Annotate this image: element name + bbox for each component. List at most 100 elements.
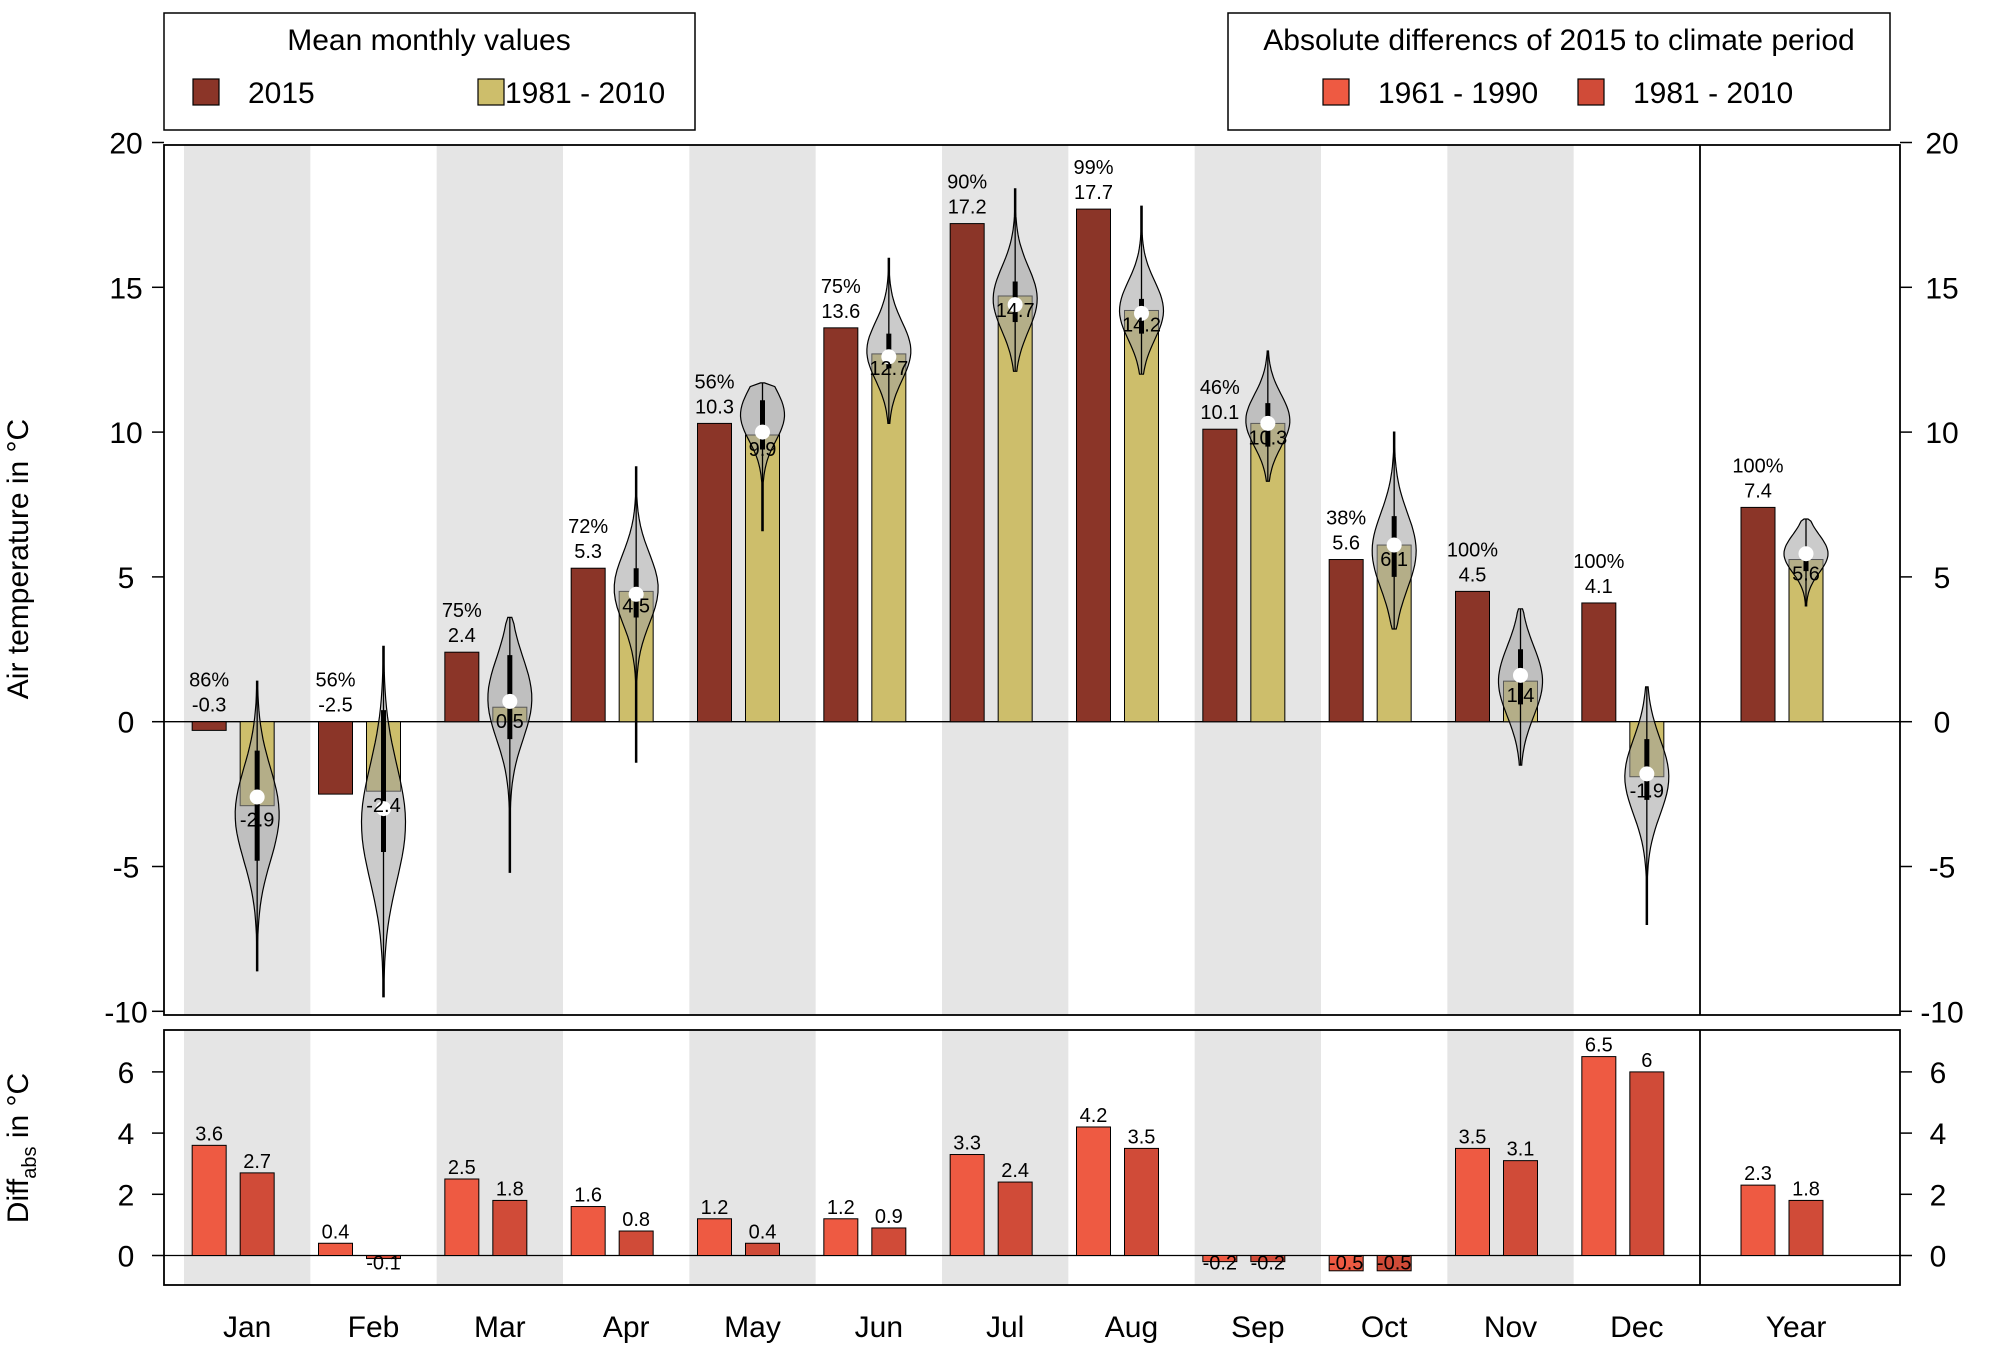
violin-median xyxy=(1798,546,1814,562)
x-tick-label: Oct xyxy=(1361,1311,1408,1344)
diff-bar-1961-1990 xyxy=(1740,1184,1776,1256)
y-tick-label: 15 xyxy=(109,272,142,305)
bar-value-label: 1.4 xyxy=(1507,685,1535,707)
bar-value-label: 10.3 xyxy=(695,396,734,418)
legend-label-climate: 1981 - 2010 xyxy=(505,77,665,110)
bar-value-label: 4.5 xyxy=(1459,564,1487,586)
y-tick-label: 5 xyxy=(1934,562,1951,595)
diff-bar-1981-2010 xyxy=(492,1199,528,1257)
x-tick-label: Sep xyxy=(1231,1311,1284,1344)
bar-value-label: 13.6 xyxy=(821,301,860,323)
bar-percentile-label: 75% xyxy=(442,600,482,622)
diff-bar-1981-2010 xyxy=(1376,1255,1412,1272)
x-tick-label: Aug xyxy=(1105,1311,1158,1344)
legend-swatch-climate xyxy=(477,78,505,106)
diff-bar-1981-2010 xyxy=(1250,1255,1286,1263)
y-tick-label: -10 xyxy=(104,996,147,1029)
x-tick-label: Feb xyxy=(348,1311,400,1344)
bar-2015 xyxy=(191,721,227,731)
bar-value-label: 4.5 xyxy=(622,595,650,617)
diff-bar-1961-1990 xyxy=(444,1178,480,1256)
violin-median xyxy=(881,349,897,365)
bar-percentile-label: 38% xyxy=(1326,508,1366,530)
bar-value-label: 17.2 xyxy=(948,197,987,219)
violin-median xyxy=(1134,305,1149,321)
y-tick-label: 0 xyxy=(118,707,135,740)
diff-value-label: 1.8 xyxy=(496,1178,524,1200)
legend-swatch-1961 xyxy=(1322,78,1350,106)
bar-value-label: 9.9 xyxy=(749,439,777,461)
violin-median xyxy=(502,693,518,709)
bar-2015 xyxy=(1076,208,1111,723)
diff-bar-1961-1990 xyxy=(570,1206,606,1257)
bar-2015 xyxy=(1328,559,1364,723)
diff-value-label: 6 xyxy=(1641,1050,1652,1072)
diff-bar-1981-2010 xyxy=(1124,1147,1159,1257)
diff-plot-frame xyxy=(163,1029,1901,1286)
diff-value-label: 0.4 xyxy=(749,1221,777,1243)
diff-value-label: -0.1 xyxy=(366,1253,400,1275)
diff-value-label: 3.5 xyxy=(1459,1126,1487,1148)
diff-value-label: 0.9 xyxy=(875,1206,903,1228)
diff-value-label: 0.4 xyxy=(322,1221,350,1243)
bar-value-label: 4.1 xyxy=(1585,576,1613,598)
x-axis-labels: Jan Feb Mar Apr May Jun Jul Aug Sep Oct Nov Dec Year xyxy=(223,1311,1826,1344)
diff-bar-1961-1990 xyxy=(318,1242,353,1257)
bar-value-label: -0.3 xyxy=(192,695,226,717)
bar-percentile-label: 100% xyxy=(1732,455,1783,477)
bar-value-label: 7.4 xyxy=(1744,480,1772,502)
diff-value-label: -0.5 xyxy=(1377,1253,1411,1275)
bar-percentile-label: 90% xyxy=(947,172,987,194)
legend-right-title: Absolute differencs of 2015 to climate p… xyxy=(1263,24,1854,57)
x-tick-label: Year xyxy=(1766,1311,1827,1344)
bar-2015 xyxy=(697,422,732,723)
bar-percentile-label: 100% xyxy=(1447,539,1498,561)
diff-value-label: 0.8 xyxy=(622,1209,650,1231)
violin-median xyxy=(1639,766,1655,782)
y-tick-label: 15 xyxy=(1925,272,1958,305)
diff-value-label: 2.7 xyxy=(243,1151,271,1173)
diff-bar-1961-1990 xyxy=(1328,1255,1364,1272)
diff-bar-1981-2010 xyxy=(1503,1160,1538,1257)
bar-percentile-label: 100% xyxy=(1573,551,1624,573)
month-stripe xyxy=(1447,145,1574,1015)
y-tick-label: 0 xyxy=(1934,707,1951,740)
diff-bar-1981-2010 xyxy=(618,1230,654,1257)
bar-value-label: 12.7 xyxy=(869,358,908,380)
y-tick-label: 2 xyxy=(1930,1179,1947,1212)
bar-2015 xyxy=(1455,590,1490,723)
diff-bar-1961-1990 xyxy=(823,1218,859,1257)
bar-2015 xyxy=(444,651,480,723)
diff-bar-1961-1990 xyxy=(1202,1255,1238,1263)
x-tick-label: Apr xyxy=(603,1311,650,1344)
bar-2015 xyxy=(570,567,606,723)
y-tick-label: 2 xyxy=(118,1179,135,1212)
difference-panel: 6 6 4 4 2 2 0 0 3.6 2.7 0.4 -0.1 2.5 1.8 1.6 0.8 1.2 0.4 1… xyxy=(118,1029,1947,1286)
month-stripe xyxy=(436,145,563,1015)
y-tick-label: 4 xyxy=(1930,1118,1947,1151)
bar-value-label: -2.4 xyxy=(366,795,400,817)
bar-value-label: -2.9 xyxy=(240,810,274,832)
y-tick-label: 0 xyxy=(118,1241,135,1274)
x-tick-label: May xyxy=(724,1311,781,1344)
violin-median xyxy=(1007,297,1023,313)
bar-value-label: 17.7 xyxy=(1074,182,1113,204)
bar-2015 xyxy=(1202,428,1238,723)
bar-percentile-label: 75% xyxy=(821,276,861,298)
bar-value-label: 6.1 xyxy=(1380,549,1408,571)
violin-median xyxy=(628,586,644,602)
diff-value-label: 2.5 xyxy=(448,1157,476,1179)
bar-value-label: 10.1 xyxy=(1200,402,1239,424)
diff-bar-1981-2010 xyxy=(1629,1071,1665,1257)
diff-bar-1961-1990 xyxy=(191,1144,227,1256)
diff-value-label: -0.5 xyxy=(1329,1253,1363,1275)
y-tick-label: 6 xyxy=(118,1057,135,1090)
bar-2015 xyxy=(1581,602,1617,723)
bar-value-label: -2.5 xyxy=(318,695,352,717)
bar-1981-2010 xyxy=(1124,309,1159,723)
bar-2015 xyxy=(1740,506,1776,723)
diff-bar-1961-1990 xyxy=(1455,1147,1490,1257)
violin-median xyxy=(1386,537,1402,553)
diff-value-label: 1.2 xyxy=(701,1197,729,1219)
